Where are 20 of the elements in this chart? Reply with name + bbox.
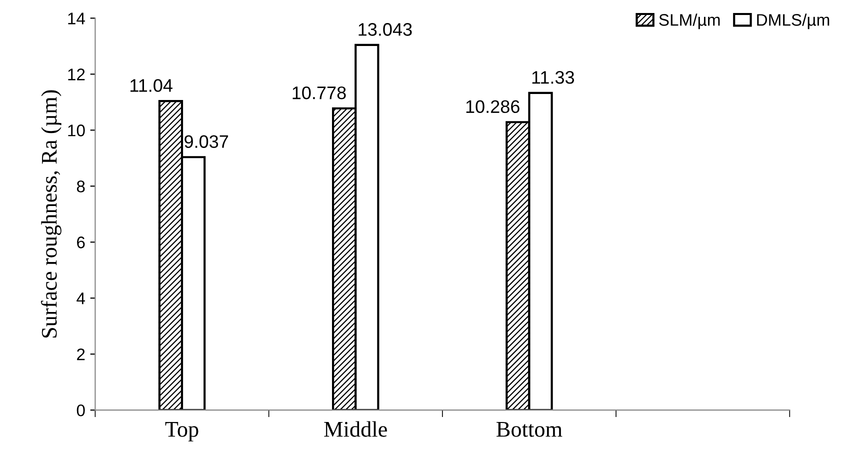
- y-tick-label: 0: [76, 404, 85, 416]
- y-tick-label: 4: [76, 292, 85, 304]
- y-tick-label: 14: [68, 12, 85, 24]
- data-label: 9.037: [184, 135, 228, 148]
- y-tick-label: 6: [77, 236, 85, 248]
- data-label: 10.778: [292, 86, 346, 100]
- data-label: 13.043: [358, 23, 412, 36]
- legend-label: DMLS/µm: [757, 14, 830, 30]
- y-tick-label: 8: [76, 180, 85, 192]
- data-label: 11.33: [532, 71, 574, 84]
- legend-label: SLM/µm: [659, 14, 720, 30]
- y-tick-label: 2: [77, 348, 85, 360]
- y-tick-label: 12: [68, 68, 85, 80]
- x-tick-label: Top: [165, 422, 198, 442]
- data-label: 11.04: [130, 79, 172, 92]
- y-tick-label: 10: [68, 124, 85, 136]
- x-tick-label: Bottom: [496, 422, 562, 437]
- data-label: 10.286: [466, 100, 520, 114]
- y-axis-title: Surface roughness, Ra (µm): [40, 90, 62, 338]
- x-tick-label: Middle: [324, 421, 387, 437]
